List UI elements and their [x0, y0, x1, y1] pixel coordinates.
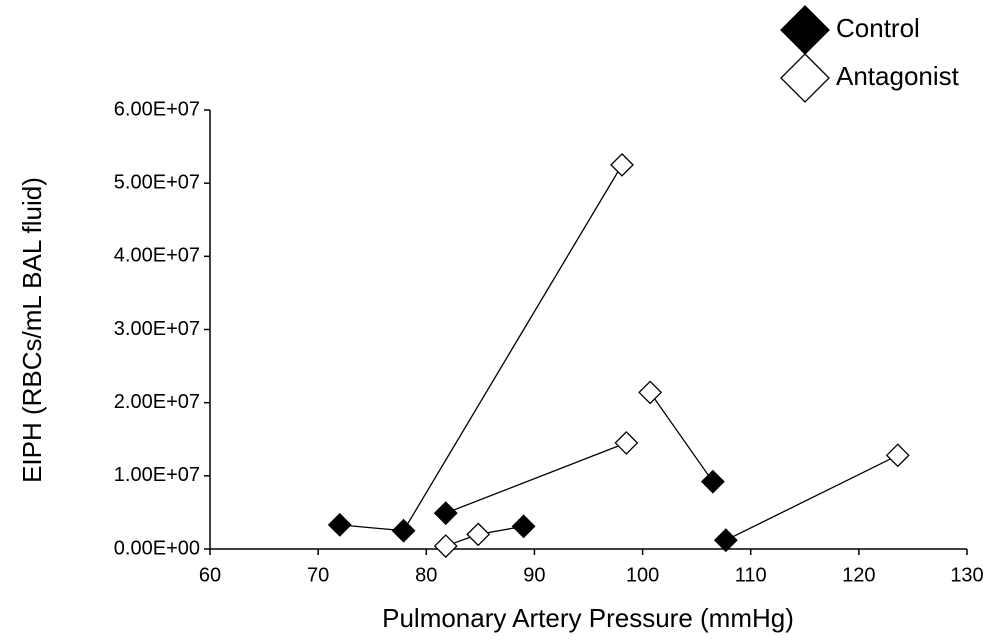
x-tick-label: 90	[523, 564, 545, 586]
y-tick-label: 1.00E+07	[114, 464, 200, 486]
x-axis-title: Pulmonary Artery Pressure (mmHg)	[382, 603, 794, 633]
x-tick-label: 80	[415, 564, 437, 586]
y-tick-label: 6.00E+07	[114, 98, 200, 120]
x-tick-label: 100	[626, 564, 659, 586]
x-tick-label: 110	[735, 564, 767, 586]
connector	[725, 454, 899, 541]
point	[433, 501, 458, 526]
x-tick-label: 130	[950, 564, 983, 586]
legend-label: Control	[836, 13, 920, 43]
legend-marker	[780, 5, 830, 55]
point	[610, 152, 634, 177]
x-tick-label: 60	[199, 564, 221, 586]
connector	[649, 392, 714, 483]
x-tick-label: 120	[842, 564, 875, 586]
point	[614, 430, 639, 455]
point	[466, 522, 491, 547]
legend-marker	[780, 53, 830, 103]
y-tick-label: 0.00E+00	[114, 537, 200, 559]
point	[391, 518, 416, 543]
connector	[403, 164, 623, 532]
y-tick-label: 5.00E+07	[114, 171, 200, 193]
point	[433, 534, 458, 558]
point	[638, 380, 663, 405]
point	[713, 528, 738, 553]
y-tick-label: 2.00E+07	[114, 391, 200, 413]
point	[885, 443, 910, 468]
y-tick-label: 3.00E+07	[114, 318, 200, 340]
point	[511, 514, 536, 539]
legend-label: Antagonist	[836, 61, 960, 91]
y-axis-title: EIPH (RBCs/mL BAL fluid)	[17, 177, 47, 483]
point	[700, 469, 725, 494]
point	[327, 512, 352, 537]
y-tick-label: 4.00E+07	[114, 245, 200, 267]
x-tick-label: 70	[307, 564, 329, 586]
connector	[445, 442, 627, 514]
